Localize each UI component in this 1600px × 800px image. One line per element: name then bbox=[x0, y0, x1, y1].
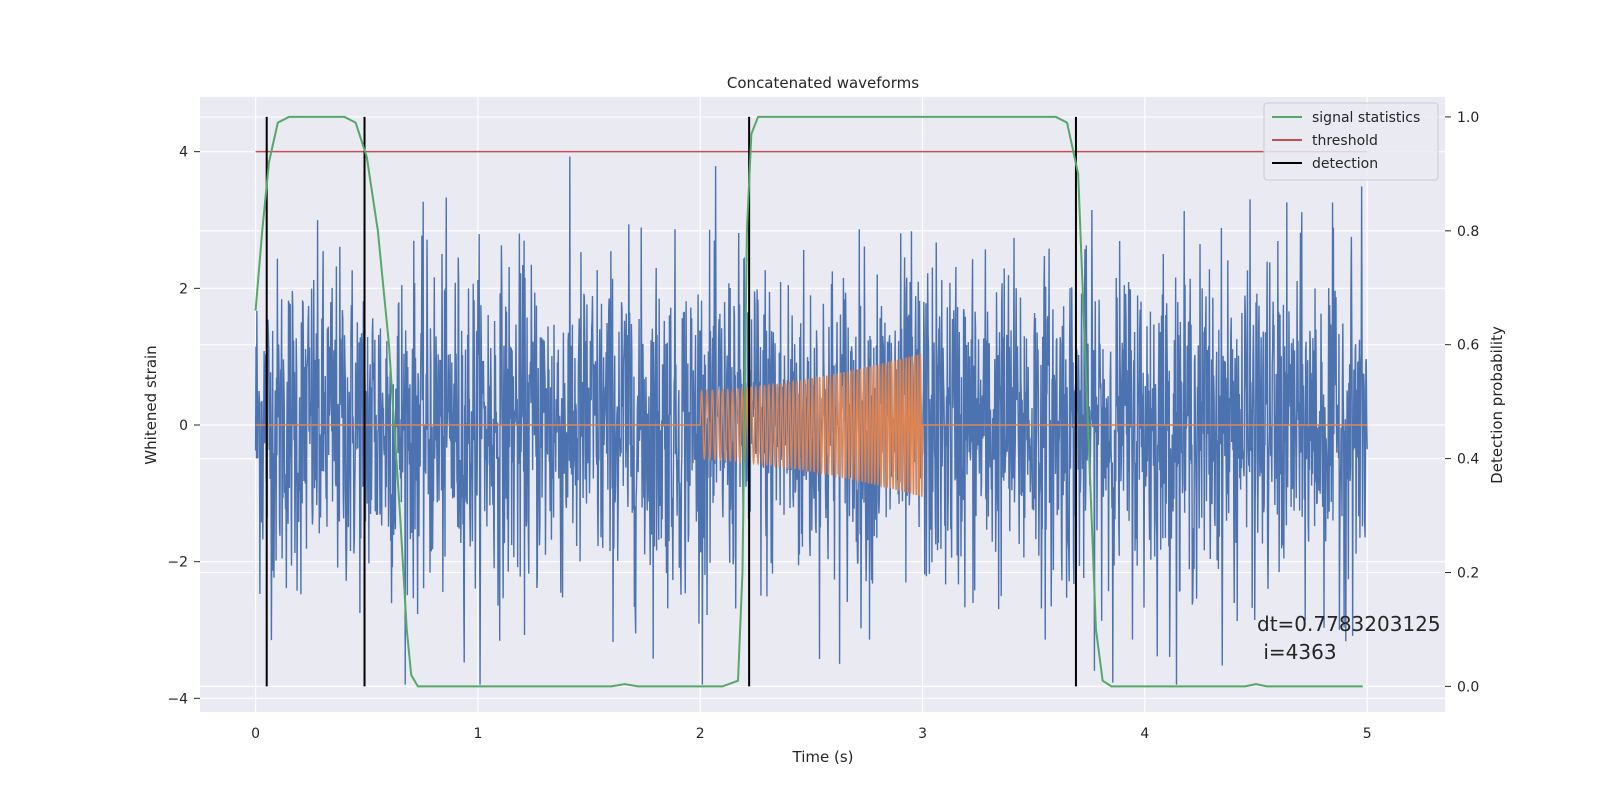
y-tick-label: 0 bbox=[179, 418, 188, 434]
y-axis-label: Whitened strain bbox=[142, 345, 160, 464]
annotation-dt: dt=0.7783203125 bbox=[1257, 612, 1441, 636]
y-tick-label: −2 bbox=[167, 555, 188, 571]
right-axis-ticks: 0.0 0.2 0.4 0.6 0.8 1.0 bbox=[1445, 110, 1479, 695]
y-tick-label: 4 bbox=[179, 145, 188, 161]
right-tick-label: 0.4 bbox=[1457, 452, 1479, 468]
x-axis-ticks: 0 1 2 3 4 5 bbox=[251, 726, 1372, 742]
right-tick-label: 0.0 bbox=[1457, 679, 1479, 695]
legend-box bbox=[1263, 102, 1439, 181]
chirp-line bbox=[255, 352, 1368, 497]
right-tick-label: 0.2 bbox=[1457, 565, 1479, 581]
right-axis-label: Detection probability bbox=[1488, 326, 1506, 484]
signal-statistics-series bbox=[254, 115, 1363, 688]
right-tick-label: 0.6 bbox=[1457, 338, 1479, 354]
chart-title: Concatenated waveforms bbox=[727, 74, 919, 92]
y-tick-label: −4 bbox=[167, 691, 188, 707]
legend: signal statistics threshold detection bbox=[1263, 102, 1439, 181]
x-axis-label: Time (s) bbox=[792, 748, 854, 766]
detection-series bbox=[265, 116, 1077, 687]
x-tick-label: 5 bbox=[1363, 726, 1372, 742]
annotation-index: i=4363 bbox=[1257, 640, 1337, 664]
x-tick-label: 0 bbox=[251, 726, 260, 742]
legend-label: signal statistics bbox=[1312, 110, 1420, 126]
signal-statistics-line bbox=[254, 115, 1363, 688]
chirp-series bbox=[255, 352, 1368, 497]
y-tick-label: 2 bbox=[179, 281, 188, 297]
x-tick-label: 2 bbox=[696, 726, 705, 742]
x-tick-label: 4 bbox=[1140, 726, 1149, 742]
x-tick-label: 1 bbox=[473, 726, 482, 742]
right-tick-label: 1.0 bbox=[1457, 110, 1479, 126]
right-tick-label: 0.8 bbox=[1457, 224, 1479, 240]
legend-label: threshold bbox=[1312, 133, 1378, 149]
legend-label: detection bbox=[1312, 156, 1378, 172]
x-tick-label: 3 bbox=[918, 726, 927, 742]
y-axis-ticks: −4 −2 0 2 4 bbox=[167, 145, 200, 707]
